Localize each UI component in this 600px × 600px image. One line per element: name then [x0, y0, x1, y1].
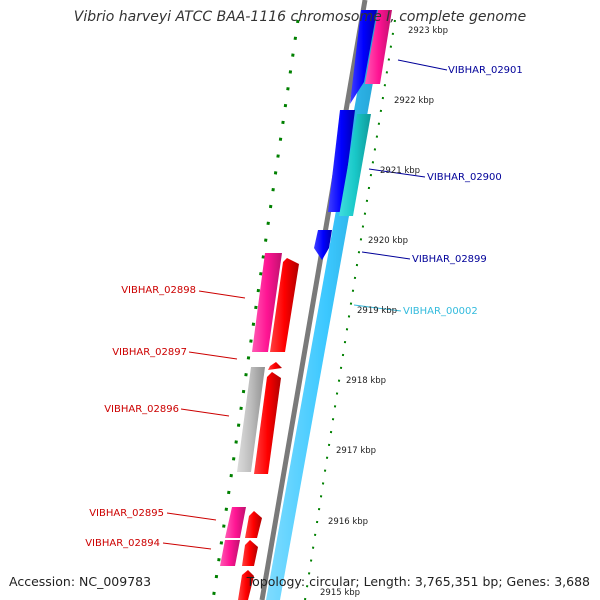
- gene-block-02899-blue: [314, 230, 332, 260]
- gene-label-02894[interactable]: VIBHAR_02894: [85, 538, 160, 549]
- tick-2922: 2922 kbp: [394, 96, 434, 106]
- tick-2921: 2921 kbp: [380, 166, 420, 176]
- tick-2919: 2919 kbp: [357, 306, 397, 316]
- backbone-line: [259, 0, 368, 600]
- gene-label-02898[interactable]: VIBHAR_02898: [121, 285, 196, 296]
- tick-2923: 2923 kbp: [408, 26, 448, 36]
- gene-block-bottom-red: [238, 570, 254, 600]
- leader-lines: [162, 59, 448, 550]
- gene-block-02895-red: [245, 511, 262, 538]
- leader-02900: [368, 168, 426, 178]
- gene-label-02900[interactable]: VIBHAR_02900: [427, 172, 502, 183]
- gene-label-02896[interactable]: VIBHAR_02896: [104, 404, 179, 415]
- topology-text: Topology: circular; Length: 3,765,351 bp…: [246, 574, 590, 589]
- gene-label-02901[interactable]: VIBHAR_02901: [448, 65, 523, 76]
- leader-02896: [180, 408, 230, 417]
- leader-02898: [198, 290, 246, 299]
- gene-label-02895[interactable]: VIBHAR_02895: [89, 508, 164, 519]
- leader-02901: [397, 59, 448, 71]
- gene-block-02897-red: [268, 362, 282, 370]
- gene-block-02898-red: [270, 258, 299, 352]
- gene-block-02898-magenta: [252, 253, 282, 352]
- gene-block-02900-teal: [339, 114, 371, 216]
- leader-02899: [361, 251, 411, 260]
- leader-02894: [162, 542, 212, 550]
- gene-block-02901-magenta: [365, 10, 392, 84]
- tick-2915: 2915 kbp: [320, 588, 360, 598]
- tick-2917: 2917 kbp: [336, 446, 376, 456]
- gene-block-02894-magenta: [220, 540, 240, 566]
- tick-2916: 2916 kbp: [328, 517, 368, 527]
- tick-2918: 2918 kbp: [346, 376, 386, 386]
- leader-02895: [166, 512, 217, 521]
- gene-block-02894-red: [242, 540, 258, 566]
- gene-label-02897[interactable]: VIBHAR_02897: [112, 347, 187, 358]
- gene-label-00002[interactable]: VIBHAR_00002: [403, 306, 478, 317]
- leader-02897: [188, 351, 238, 360]
- gene-block-02896-grey: [237, 367, 265, 472]
- gene-block-02900-blue: [328, 110, 355, 212]
- gene-block-02896-red: [254, 372, 281, 474]
- gene-label-02899[interactable]: VIBHAR_02899: [412, 254, 487, 265]
- gene-block-02901-blue: [350, 10, 377, 104]
- map-title: Vibrio harveyi ATCC BAA-1116 chromosome …: [73, 9, 527, 25]
- gene-block-02895-magenta: [225, 507, 246, 538]
- tick-2920: 2920 kbp: [368, 236, 408, 246]
- leader-00002: [353, 304, 402, 312]
- accession-text: Accession: NC_009783: [9, 574, 152, 589]
